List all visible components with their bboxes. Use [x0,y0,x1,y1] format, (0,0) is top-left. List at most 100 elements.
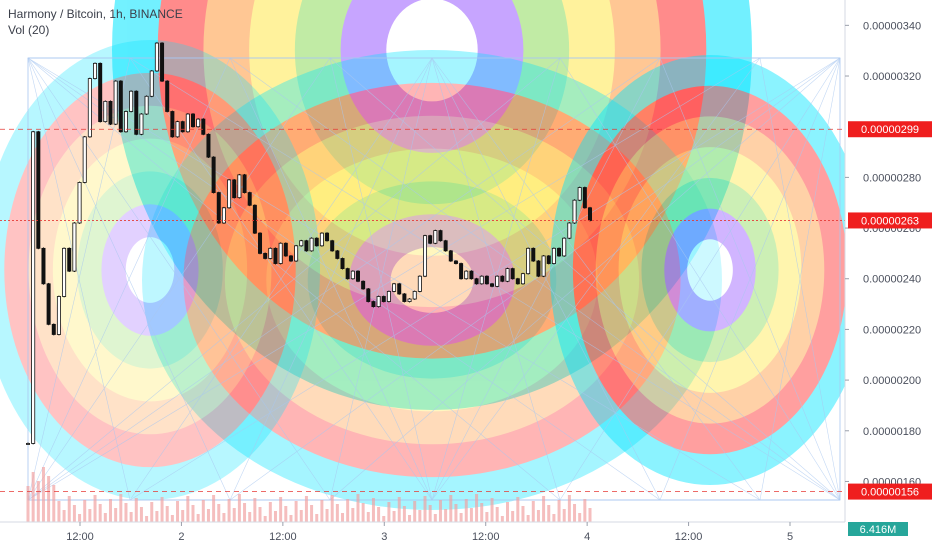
candle-body [144,95,149,115]
candle-body [283,242,288,257]
candle-body [551,247,556,264]
candle-body [160,42,165,82]
volume-bar [330,495,334,522]
volume-bar [500,516,504,522]
volume-readout-text: 6.416M [860,524,897,536]
volume-bar [325,509,329,522]
volume-bar [206,509,210,522]
time-axis-label: 3 [381,531,387,543]
volume-bar [459,513,463,522]
fan-line [27,57,761,501]
candle-body [536,260,541,277]
drawing-ring [4,72,296,468]
volume-bar [557,500,561,522]
volume-bar [52,485,56,522]
candle-body [319,232,324,247]
candle-body [221,207,226,224]
volume-bar [449,495,453,522]
candle-body [258,232,263,254]
price-axis[interactable]: 0.000003400.000003200.000002800.00000260… [844,0,932,536]
candle-body [366,288,371,302]
volume-bar [160,497,164,522]
candle-body [206,133,211,158]
fan-line [27,57,661,501]
candle-body [278,242,283,264]
drawing-ring [183,82,681,478]
volume-bar [531,501,535,522]
volume-bar [438,500,442,522]
drawing-ring [641,177,779,363]
price-axis-label: 0.00000280 [863,172,921,184]
volume-bar [201,500,205,522]
candle-body [546,255,551,264]
volume-bar [387,502,391,522]
drawing-overlay [0,0,845,510]
price-axis-label: 0.00000340 [863,20,921,32]
volume-bar [346,499,350,522]
candle-body [505,268,510,282]
volume-bar [578,513,582,522]
symbol-title[interactable]: Harmony / Bitcoin, 1h, BINANCE [8,7,183,21]
drawing-ring [550,55,845,485]
candle-body [294,245,299,262]
candle-body [582,187,587,209]
candle-body [459,263,464,280]
candle-body [211,156,216,193]
drawing-ring [687,239,733,301]
volume-bar [289,515,293,522]
candle-body [526,247,531,275]
volume-bar [145,516,149,522]
candle-body [361,280,366,290]
candle-body [118,80,123,133]
candle-body [201,118,206,135]
candle-body [309,237,314,252]
volume-bar [212,495,216,522]
candle-body [263,252,268,259]
candle-body [149,70,154,97]
drawing-ring [28,105,272,435]
volume-bars [26,467,592,522]
volume-bar [176,501,180,522]
volume-bar [237,494,241,522]
price-axis-label: 0.00000240 [863,274,921,286]
volume-bar [490,498,494,522]
volume-bar [536,510,540,522]
fan-line [229,57,433,501]
drawing-ring [125,237,175,303]
volume-bar [408,515,412,522]
candle-body [165,80,170,112]
volume-bar [129,512,133,522]
price-axis-label: 0.00000200 [863,375,921,387]
candle-body [108,100,113,125]
candle-body [123,111,128,133]
candle-body [350,270,355,280]
volume-bar [279,497,283,522]
candle-body [577,187,582,201]
volume-bar [150,502,154,522]
volume-bar [98,504,102,522]
volume-bar [351,508,355,522]
candle-body [510,268,515,280]
drawing-ring [52,138,248,402]
candle-body [299,240,304,247]
candle-body [242,174,247,193]
marked-price-upper-tag [848,121,932,138]
candle-body [134,90,139,135]
volume-bar [248,512,252,522]
volume-bar [469,508,473,522]
volume-bar [588,508,592,522]
candle-body [345,268,350,280]
volume-indicator-label[interactable]: Vol (20) [8,23,50,37]
volume-bar [506,502,510,522]
fan-line [27,57,231,501]
candle-body [196,118,201,128]
volume-bar [361,503,365,522]
candle-body [484,275,489,285]
candle-body [36,131,41,249]
candle-body [72,222,77,272]
candle-body [129,90,134,112]
volume-bar [547,505,551,522]
candle-body [56,296,61,335]
time-axis[interactable]: 12:00 2 12:00 3 12:00 4 12:00 5 [0,521,845,543]
